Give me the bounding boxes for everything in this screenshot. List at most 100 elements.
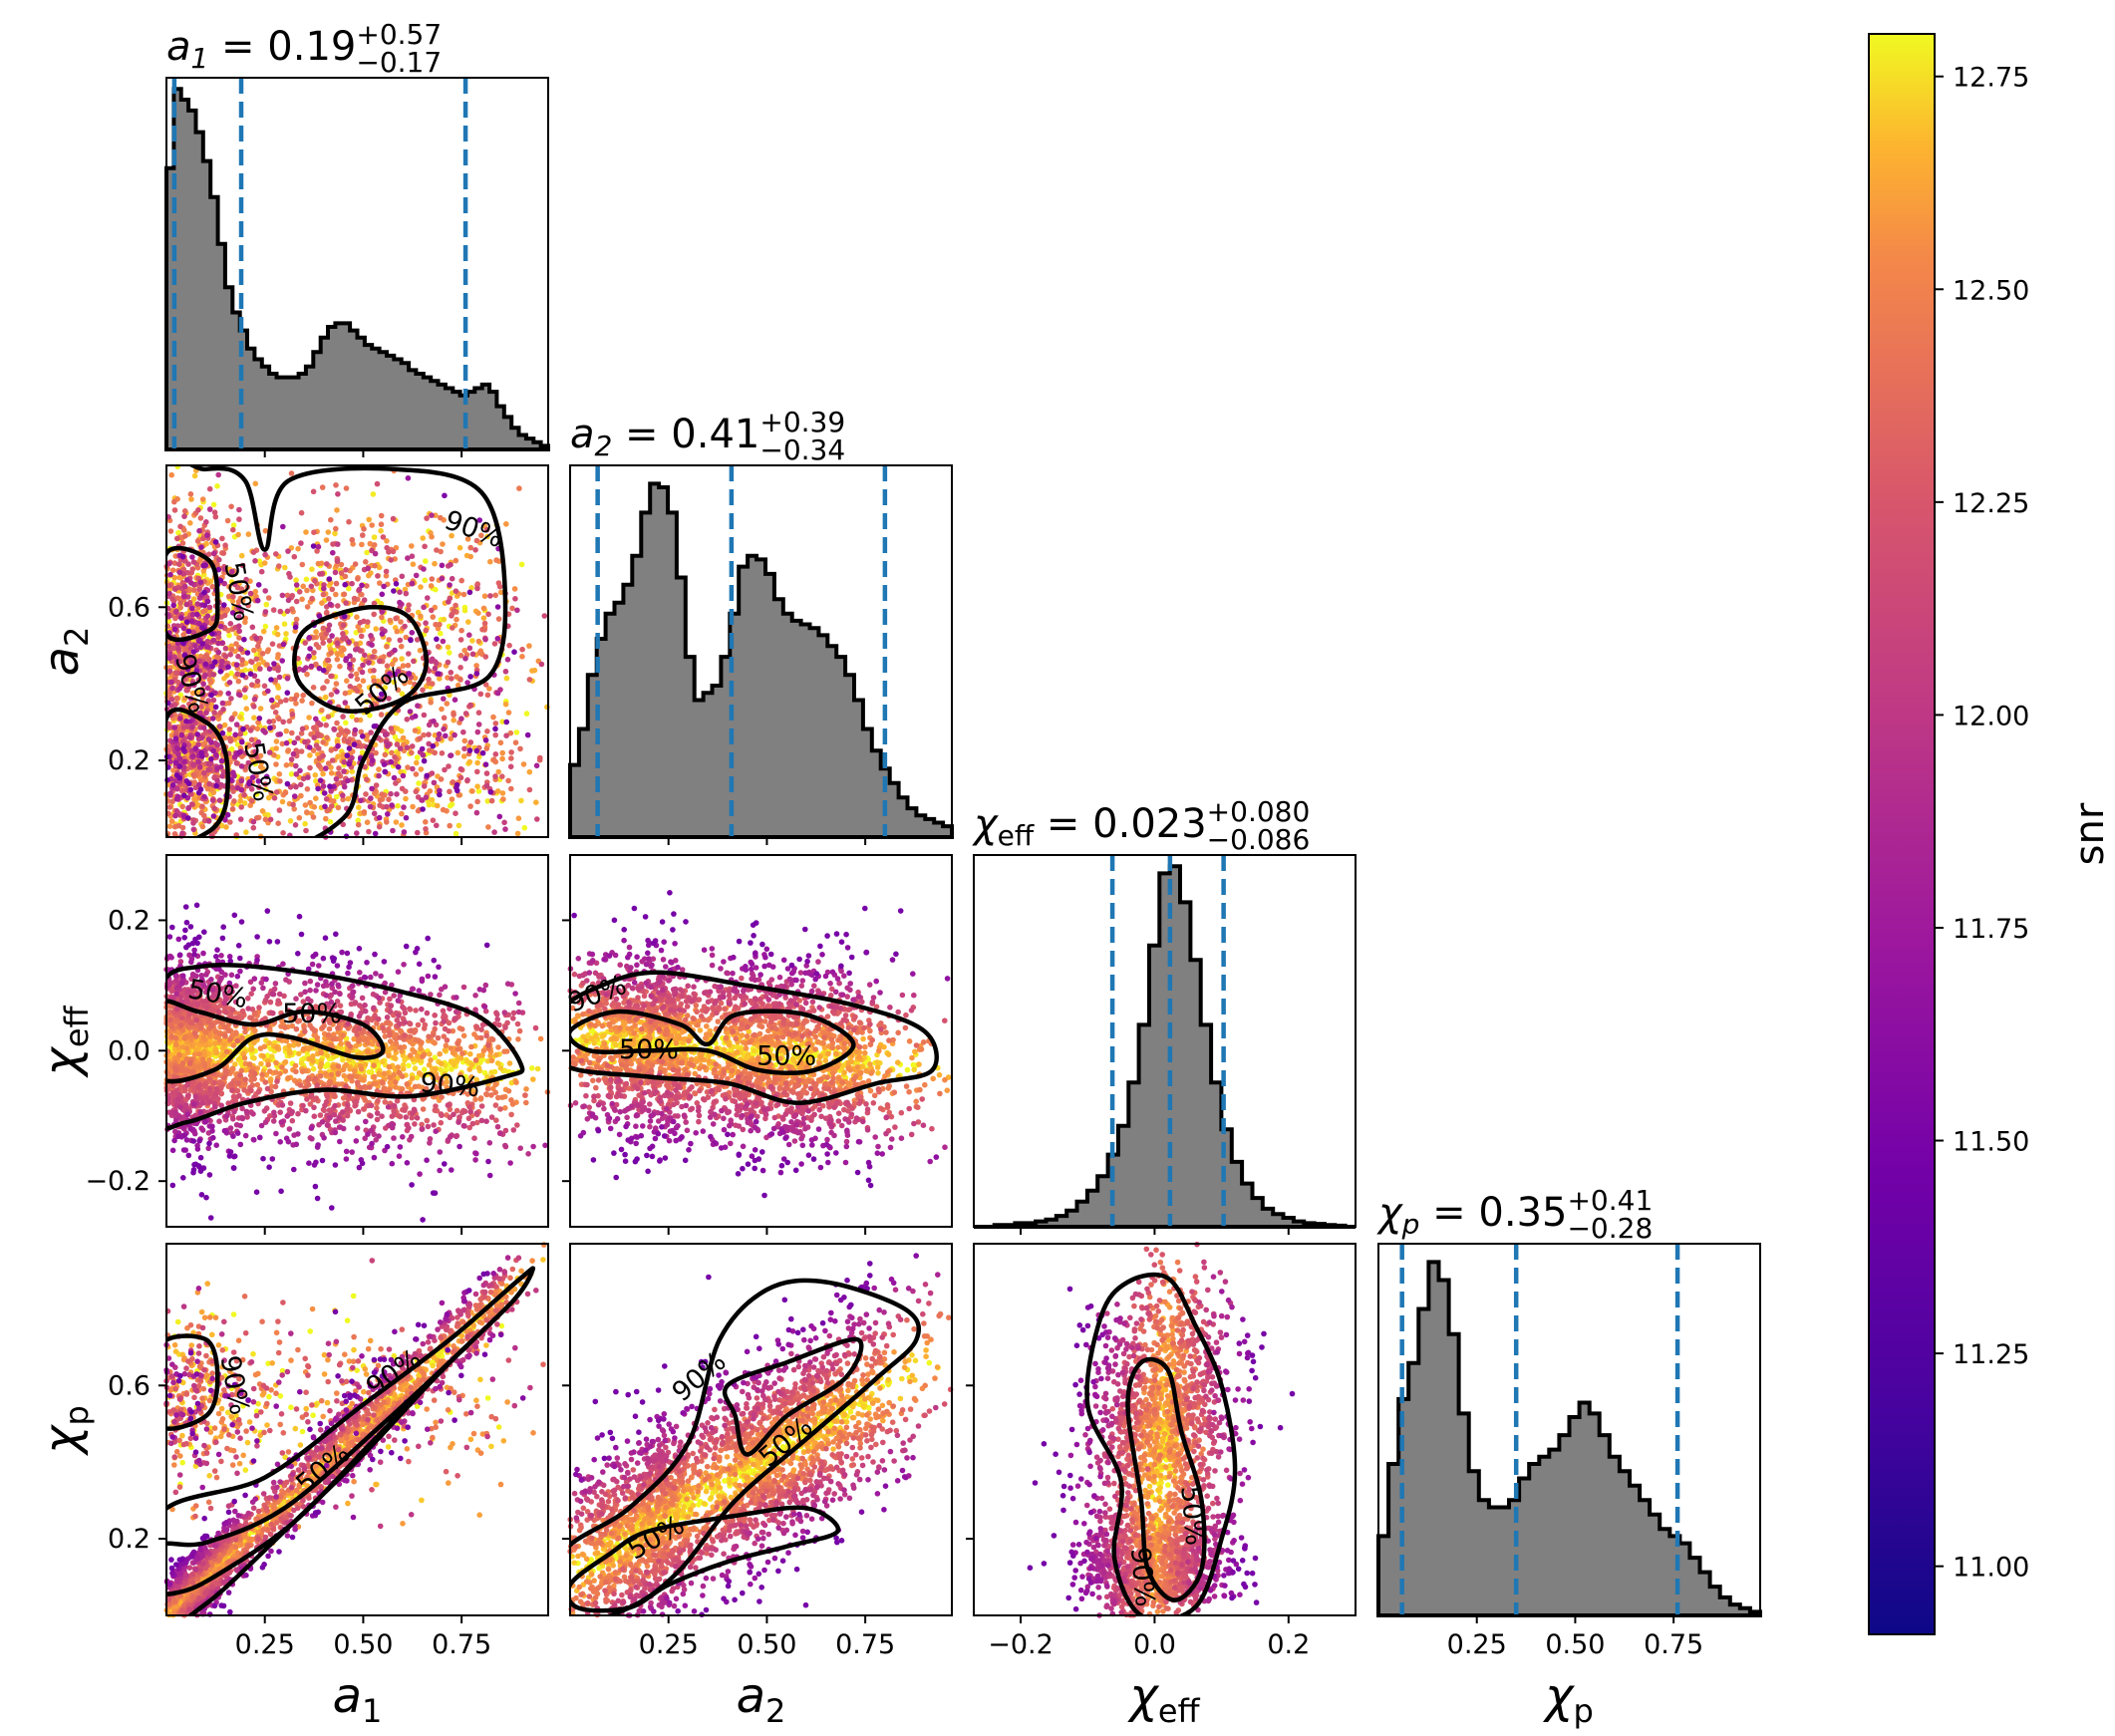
- scatter-point: [388, 725, 395, 731]
- scatter-point: [312, 772, 319, 778]
- scatter-point: [167, 790, 173, 796]
- scatter-point: [273, 745, 280, 751]
- scatter-point: [324, 734, 330, 740]
- scatter-point: [286, 570, 292, 577]
- scatter-point: [189, 554, 195, 560]
- scatter-point: [473, 747, 480, 754]
- scatter-point: [384, 819, 390, 825]
- scatter-point: [226, 632, 232, 639]
- scatter-point: [541, 613, 548, 619]
- scatter-point: [277, 778, 283, 784]
- scatter-point: [463, 1057, 470, 1064]
- scatter-point: [419, 797, 426, 803]
- scatter-point: [422, 543, 428, 550]
- scatter-point: [295, 1041, 302, 1047]
- scatter-point: [175, 646, 181, 652]
- scatter-point: [359, 582, 365, 589]
- scatter-point: [174, 793, 181, 800]
- scatter-point: [257, 706, 264, 712]
- scatter-point: [260, 628, 267, 635]
- scatter-point: [345, 777, 351, 784]
- scatter-point: [236, 516, 242, 522]
- scatter-point: [351, 1067, 358, 1074]
- scatter-point: [266, 666, 273, 672]
- scatter-point: [409, 743, 416, 749]
- scatter-point: [298, 1059, 305, 1066]
- scatter-point: [414, 759, 420, 766]
- scatter-point: [306, 653, 312, 660]
- scatter-point: [296, 814, 303, 821]
- scatter-point: [377, 802, 383, 808]
- scatter-point: [238, 787, 245, 793]
- scatter-point: [453, 781, 460, 788]
- scatter-point: [494, 604, 501, 610]
- scatter-point: [356, 804, 362, 810]
- scatter-point: [523, 711, 530, 717]
- scatter-point: [363, 791, 369, 797]
- scatter-point: [217, 669, 224, 675]
- scatter-point: [429, 533, 435, 540]
- scatter-point: [461, 745, 467, 752]
- scatter-point: [388, 790, 394, 797]
- scatter-point: [453, 616, 459, 623]
- scatter-point: [457, 765, 464, 772]
- scatter-point: [361, 526, 367, 532]
- scatter-point: [279, 1064, 285, 1070]
- scatter-point: [307, 752, 313, 758]
- scatter-point: [183, 619, 190, 625]
- scatter-point: [255, 582, 262, 588]
- scatter-point: [173, 608, 179, 615]
- scatter-point: [436, 671, 442, 677]
- scatter-point: [533, 799, 539, 805]
- scatter-point: [493, 557, 499, 563]
- scatter-point: [382, 751, 389, 758]
- scatter-point: [293, 582, 300, 588]
- scatter-point: [175, 822, 182, 829]
- scatter-point: [272, 1083, 279, 1090]
- scatter-point: [421, 712, 428, 719]
- scatter-point: [439, 706, 445, 713]
- scatter-point: [351, 741, 358, 747]
- scatter-point: [184, 577, 190, 583]
- scatter-point: [442, 492, 448, 499]
- scatter-point: [364, 819, 371, 825]
- scatter-point: [215, 471, 221, 478]
- scatter-point: [362, 652, 368, 659]
- scatter-point: [288, 756, 295, 762]
- scatter-point: [353, 1042, 359, 1049]
- scatter-point: [313, 642, 320, 648]
- scatter-point: [399, 691, 406, 697]
- scatter-point: [458, 577, 465, 584]
- scatter-point: [320, 591, 327, 598]
- scatter-point: [392, 733, 399, 740]
- scatter-point: [197, 1024, 204, 1031]
- scatter-point: [251, 1039, 257, 1046]
- scatter-point: [451, 608, 457, 614]
- scatter-point: [457, 677, 463, 683]
- scatter-point: [412, 1083, 419, 1090]
- scatter-point: [185, 628, 192, 635]
- scatter-point: [210, 813, 217, 819]
- scatter-point: [359, 749, 366, 755]
- scatter-point: [365, 1048, 371, 1054]
- scatter-point: [415, 829, 421, 836]
- scatter-point: [330, 541, 336, 547]
- scatter-point: [412, 713, 419, 720]
- scatter-point: [323, 722, 330, 728]
- scatter-point: [426, 676, 432, 683]
- scatter-point: [235, 1056, 242, 1062]
- scatter-point: [200, 1034, 207, 1040]
- scatter-point: [324, 609, 330, 616]
- scatter-point: [505, 1088, 512, 1094]
- scatter-point: [192, 745, 198, 751]
- scatter-point: [269, 1053, 275, 1059]
- scatter-point: [196, 586, 202, 593]
- scatter-point: [474, 759, 480, 766]
- scatter-point: [449, 796, 455, 802]
- scatter-point: [399, 656, 405, 662]
- scatter-point: [241, 636, 247, 643]
- scatter-point: [380, 534, 387, 540]
- scatter-point: [452, 697, 458, 703]
- scatter-point: [523, 1086, 529, 1092]
- scatter-point: [249, 659, 255, 666]
